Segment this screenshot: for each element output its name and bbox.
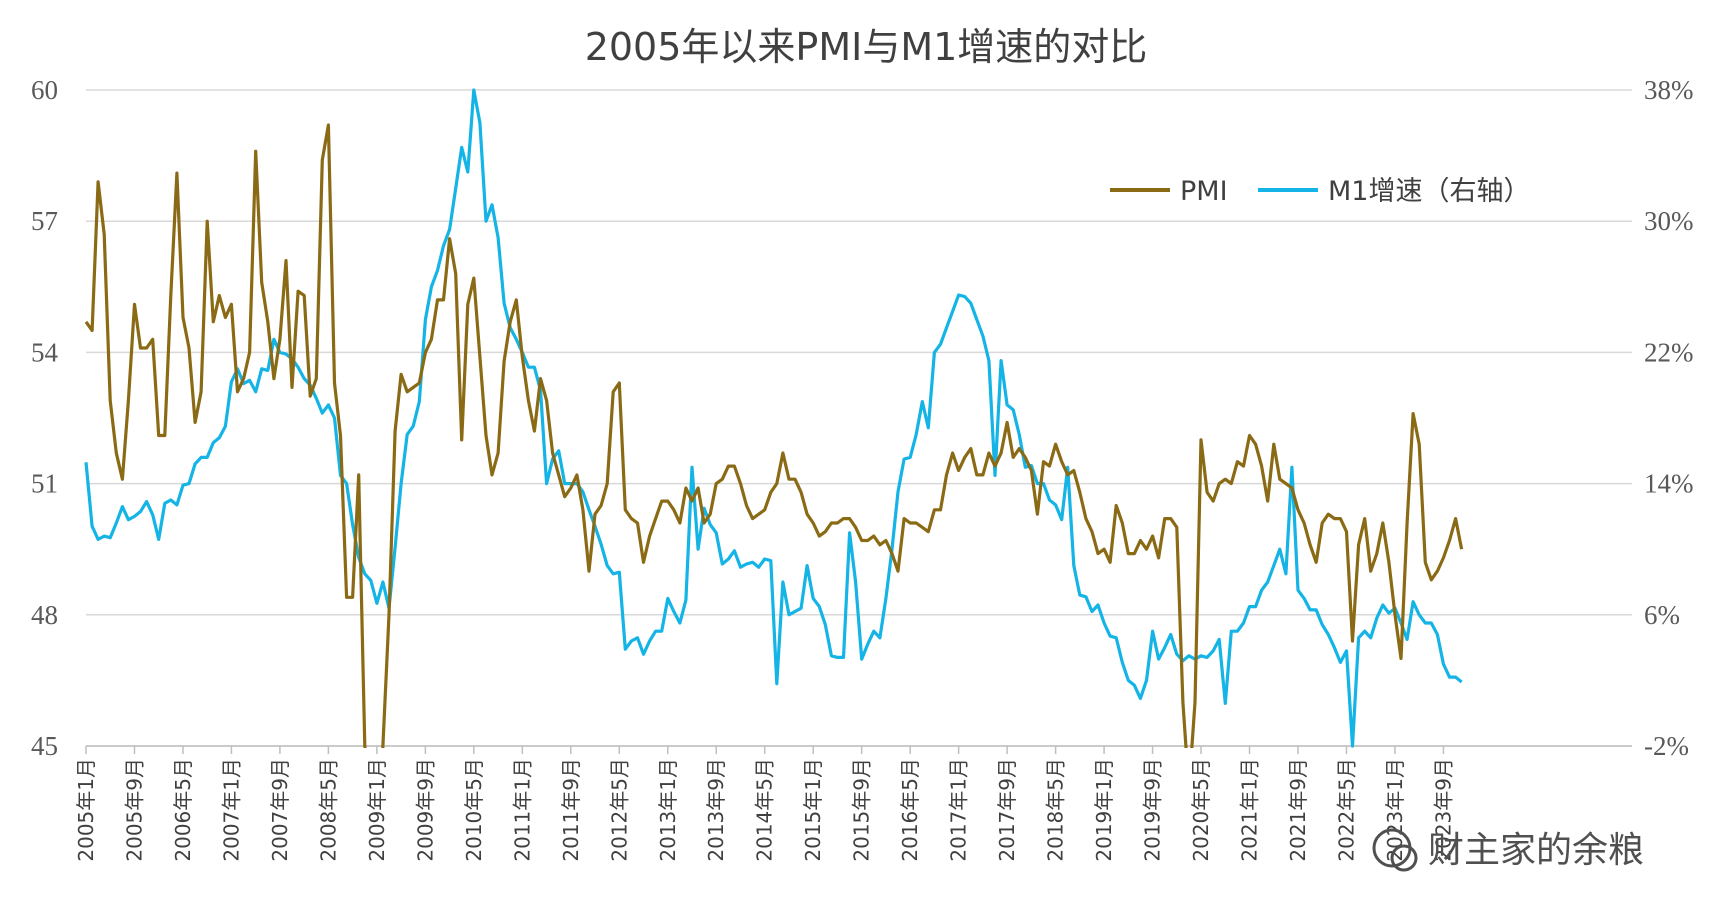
- x-tick-label: 2017年9月: [995, 758, 1019, 862]
- left-tick-label: 54: [31, 337, 59, 367]
- right-tick-label: -2%: [1644, 731, 1689, 761]
- x-tick-label: 2015年9月: [850, 758, 874, 862]
- x-tick-label: 2018年5月: [1044, 758, 1068, 862]
- x-tick-label: 2023年9月: [1431, 758, 1455, 862]
- x-tick-label: 2011年9月: [559, 758, 583, 862]
- x-tick-label: 2023年1月: [1383, 758, 1407, 862]
- x-tick-label: 2007年9月: [268, 758, 292, 862]
- x-tick-label: 2011年1月: [510, 758, 534, 862]
- x-tick-label: 2008年5月: [316, 758, 340, 862]
- chart-title: 2005年以来PMI与M1增速的对比: [585, 25, 1148, 69]
- wechat-icon-small: [1390, 844, 1418, 872]
- right-tick-label: 6%: [1644, 600, 1680, 630]
- x-tick-label: 2015年1月: [801, 758, 825, 862]
- legend: PMI M1增速（右轴）: [1110, 176, 1530, 207]
- x-tick-label: 2009年1月: [365, 758, 389, 862]
- legend-label-pmi: PMI: [1180, 176, 1228, 207]
- x-tick-label: 2012年5月: [607, 758, 631, 862]
- series-line-m1: [84, 88, 1463, 748]
- x-tick-label: 2005年1月: [74, 758, 98, 862]
- left-tick-label: 60: [31, 75, 58, 105]
- watermark-text: 财主家的余粮: [1428, 830, 1644, 871]
- x-tick-label: 2009年9月: [413, 758, 437, 862]
- series-layer: [84, 88, 1464, 748]
- x-tick-label: 2010年5月: [462, 758, 486, 862]
- x-tick-label: 2022年5月: [1334, 758, 1358, 862]
- left-tick-label: 57: [31, 206, 58, 236]
- watermark: 财主家的余粮: [1372, 828, 1644, 872]
- right-tick-label: 30%: [1644, 206, 1694, 236]
- right-axis: -2% 6% 14% 22% 30% 38%: [1644, 75, 1694, 761]
- x-tick-label: 2019年9月: [1141, 758, 1165, 862]
- right-tick-label: 22%: [1644, 337, 1694, 367]
- right-tick-label: 38%: [1644, 75, 1694, 105]
- x-tick-label: 2017年1月: [947, 758, 971, 862]
- x-tick-label: 2021年1月: [1238, 758, 1262, 862]
- x-tick-label: 2007年1月: [219, 758, 243, 862]
- left-tick-label: 51: [31, 469, 58, 499]
- left-tick-label: 48: [31, 600, 58, 630]
- x-tick-label: 2006年5月: [171, 758, 195, 862]
- left-axis: 45 48 51 54 57 60: [31, 75, 59, 761]
- x-axis: 2005年1月 2005年9月 2006年5月 2007年1月 2007年9月 2008年…: [74, 745, 1632, 862]
- x-tick-label: 2013年9月: [704, 758, 728, 862]
- x-tick-label: 2005年9月: [122, 758, 146, 862]
- x-tick-label: 2016年5月: [898, 758, 922, 862]
- x-tick-label: 2013年1月: [656, 758, 680, 862]
- legend-label-m1: M1增速（右轴）: [1328, 176, 1530, 207]
- x-tick-label: 2020年5月: [1189, 758, 1213, 862]
- x-tick-label: 2019年1月: [1092, 758, 1116, 862]
- left-tick-label: 45: [31, 731, 58, 761]
- right-tick-label: 14%: [1644, 469, 1694, 499]
- x-tick-label: 2021年9月: [1286, 758, 1310, 862]
- x-tick-label: 2014年5月: [753, 758, 777, 862]
- series-line-pmi: [84, 123, 1464, 748]
